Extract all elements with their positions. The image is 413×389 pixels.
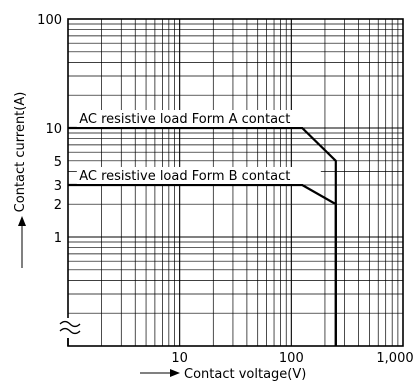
y-tick-label: 3 (54, 179, 62, 194)
axis-break-mark (59, 318, 82, 346)
y-tick-label: 5 (54, 155, 62, 170)
x-axis-arrow-head (170, 369, 180, 377)
y-tick-label: 100 (37, 13, 62, 28)
annotation-label-form-b: AC resistive load Form B contact (79, 169, 290, 184)
x-tick-label: 10 (171, 351, 188, 366)
annotation-background (76, 166, 321, 184)
y-axis-title: Contact current(A) (13, 92, 28, 213)
x-axis-title-group: Contact voltage(V) (140, 367, 306, 382)
series-line-form-b (68, 183, 337, 346)
annotation-layer: AC resistive load Form A contact AC resis… (76, 110, 321, 184)
axis-break-wave (59, 327, 81, 335)
annotation-background (76, 110, 321, 127)
tick-labels: 100 10 5 3 2 1 10 100 1,000 (37, 13, 413, 366)
y-tick-label: 10 (45, 122, 62, 137)
annotation-label-form-a: AC resistive load Form A contact (79, 112, 290, 127)
x-axis-title: Contact voltage(V) (184, 367, 306, 382)
x-tick-label: 1,000 (376, 351, 413, 366)
axis-break-gap (60, 318, 82, 338)
series-layer (68, 126, 337, 346)
plot-frame (67, 18, 404, 347)
axis-break-wave (59, 320, 81, 328)
y-axis-title-group: Contact current(A) (13, 92, 28, 268)
y-axis-arrow-head (18, 216, 26, 226)
y-tick-label: 2 (54, 198, 62, 213)
x-tick-label: 100 (279, 351, 304, 366)
y-tick-label: 1 (54, 231, 62, 246)
